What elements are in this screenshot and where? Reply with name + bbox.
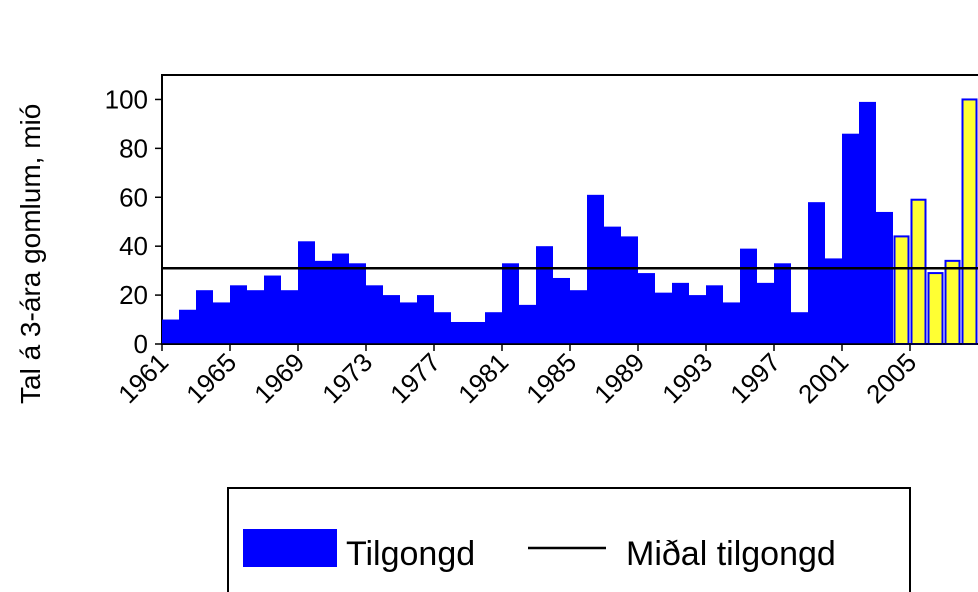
x-tick-label: 1989 [588,347,650,409]
bar [842,133,859,344]
bar [502,263,519,344]
bar [281,290,298,344]
x-tick-label: 1965 [180,347,242,409]
bar [553,277,570,344]
bar [332,253,349,344]
bar [961,98,978,345]
x-tick-label: 1981 [452,347,514,409]
y-tick-label: 100 [105,84,148,114]
bar [298,241,315,344]
bar [876,211,893,344]
y-tick-label: 40 [119,231,148,261]
bar [689,295,706,344]
bar [808,202,825,344]
bar [451,321,468,344]
bar [604,226,621,344]
bar [927,272,944,345]
bar [859,101,876,345]
bar [162,319,179,344]
x-tick-label: 1997 [724,347,786,409]
legend-label: Tilgongd [346,535,475,573]
bar [536,246,553,344]
bar [519,304,536,344]
bar [706,285,723,344]
bar [468,321,485,344]
bar [264,275,281,344]
bar [757,282,774,344]
bar [825,258,842,344]
legend-box [227,487,911,592]
y-tick-label: 0 [134,329,148,359]
bar [196,290,213,344]
bar [213,302,230,344]
bar [655,292,672,344]
bar [349,263,366,344]
bar [791,312,808,344]
bar [230,285,247,344]
x-tick-label: 1985 [520,347,582,409]
bar [315,260,332,344]
bar [383,295,400,344]
y-tick-label: 20 [119,280,148,310]
x-tick-label: 2005 [860,347,922,409]
x-tick-label: 1993 [656,347,718,409]
bar [417,295,434,344]
bar [638,273,655,344]
bar [485,312,502,344]
bar [672,282,689,344]
bar [621,236,638,344]
bar [570,290,587,344]
bar [434,312,451,344]
bar [893,235,910,345]
bar [366,285,383,344]
x-tick-label: 1969 [248,347,310,409]
bar [740,248,757,344]
bar [944,259,961,346]
legend-swatch [243,529,337,567]
bar [774,263,791,344]
bar [723,302,740,344]
bar [179,309,196,344]
x-tick-label: 1961 [112,347,174,409]
bar [400,302,417,344]
x-tick-label: 1977 [384,347,446,409]
y-tick-label: 60 [119,182,148,212]
y-axis-label: Tal á 3-ára gomlum, mió [15,104,46,404]
bar [910,198,927,345]
bar [247,290,264,344]
y-tick-label: 80 [119,133,148,163]
x-tick-label: 1973 [316,347,378,409]
legend-label: Miðal tilgongd [626,535,836,573]
x-tick-label: 2001 [792,347,854,409]
